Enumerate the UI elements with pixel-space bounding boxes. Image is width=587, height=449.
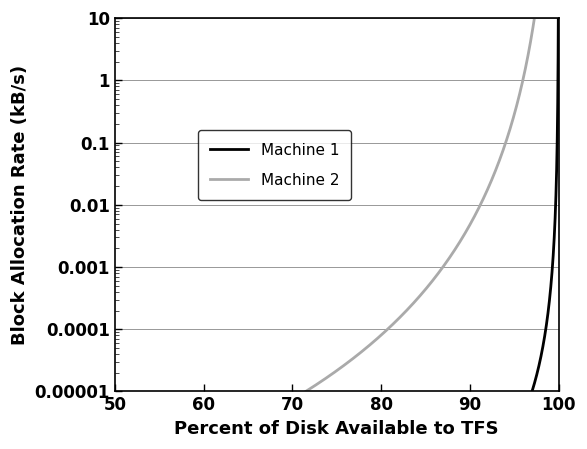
X-axis label: Percent of Disk Available to TFS: Percent of Disk Available to TFS [174, 420, 499, 438]
Machine 2 [330, 370, 338, 375]
Machine 1 [531, 382, 538, 387]
Machine 2 [348, 357, 355, 363]
Machine 2 [525, 52, 532, 57]
Machine 1 [528, 389, 535, 394]
Machine 2 [302, 389, 309, 394]
Machine 2 [388, 323, 395, 328]
Machine 2 [517, 88, 524, 93]
Machine 1 [544, 317, 551, 322]
Machine 1 [531, 380, 538, 386]
Machine 1 [549, 253, 556, 259]
Y-axis label: Block Allocation Rate (kB/s): Block Allocation Rate (kB/s) [11, 65, 29, 345]
Machine 2 [480, 196, 487, 202]
Machine 2 [531, 16, 538, 21]
Legend: Machine 1, Machine 2: Machine 1, Machine 2 [198, 130, 352, 200]
Line: Machine 1: Machine 1 [532, 19, 558, 392]
Line: Machine 2: Machine 2 [306, 18, 534, 392]
Machine 1 [529, 388, 536, 393]
Machine 1 [531, 380, 538, 385]
Machine 1 [555, 17, 562, 22]
